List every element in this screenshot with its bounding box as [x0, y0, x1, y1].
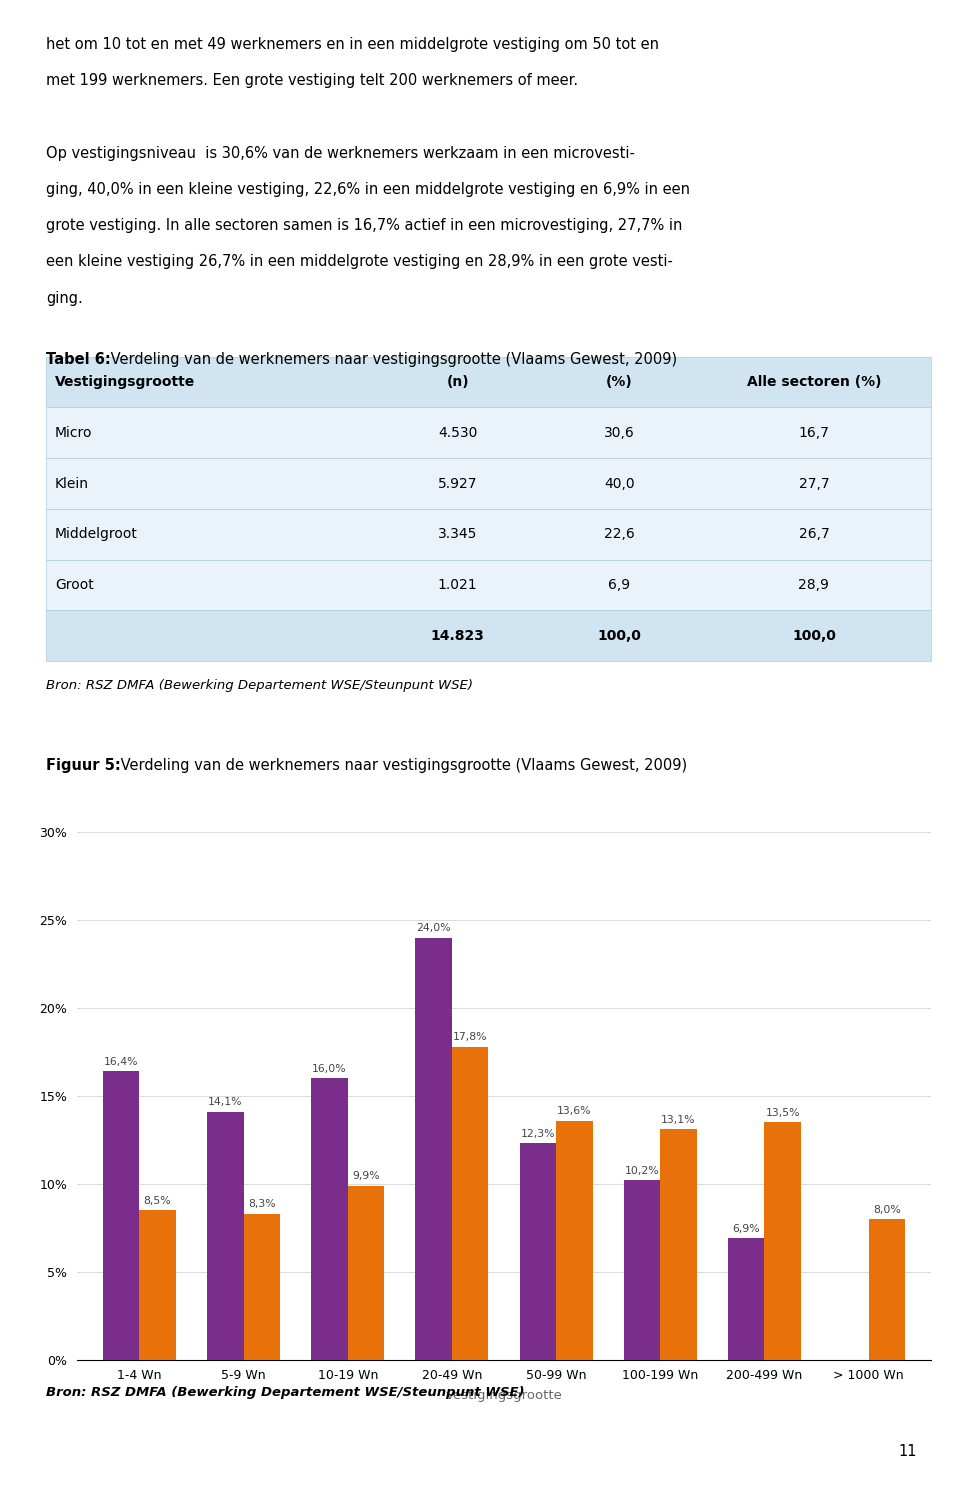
- Text: 16,0%: 16,0%: [312, 1064, 347, 1074]
- Bar: [452, 1046, 489, 1360]
- Bar: [244, 1214, 280, 1360]
- Text: 100,0: 100,0: [792, 629, 836, 643]
- Bar: [764, 1122, 801, 1360]
- X-axis label: vestigingsgrootte: vestigingsgrootte: [445, 1389, 563, 1403]
- Text: 8,0%: 8,0%: [873, 1205, 900, 1214]
- Text: Middelgroot: Middelgroot: [55, 528, 138, 541]
- Text: Tabel 6:: Tabel 6:: [46, 352, 110, 367]
- Bar: [207, 1112, 244, 1360]
- Text: Klein: Klein: [55, 477, 89, 490]
- Text: 6,9%: 6,9%: [732, 1224, 760, 1233]
- Text: 30,6: 30,6: [604, 426, 635, 440]
- Text: 16,7: 16,7: [799, 426, 829, 440]
- Text: 8,5%: 8,5%: [144, 1196, 172, 1205]
- Bar: [348, 1186, 384, 1360]
- Text: ging, 40,0% in een kleine vestiging, 22,6% in een middelgrote vestiging en 6,9% : ging, 40,0% in een kleine vestiging, 22,…: [46, 181, 690, 198]
- Bar: [728, 1238, 764, 1360]
- Bar: [624, 1180, 660, 1360]
- Text: 13,5%: 13,5%: [765, 1109, 800, 1117]
- Text: 11: 11: [899, 1444, 917, 1459]
- Text: Figuur 5:: Figuur 5:: [46, 758, 121, 773]
- Text: 27,7: 27,7: [799, 477, 829, 490]
- Text: 5.927: 5.927: [438, 477, 477, 490]
- Text: 22,6: 22,6: [604, 528, 635, 541]
- Text: (n): (n): [446, 374, 469, 389]
- Text: 28,9: 28,9: [799, 578, 829, 591]
- Bar: [556, 1120, 592, 1360]
- Text: 3.345: 3.345: [438, 528, 477, 541]
- Text: 100,0: 100,0: [597, 629, 641, 643]
- Bar: [46, 508, 931, 560]
- Text: 13,1%: 13,1%: [661, 1114, 696, 1125]
- Text: Op vestigingsniveau  is 30,6% van de werknemers werkzaam in een microvesti-: Op vestigingsniveau is 30,6% van de werk…: [46, 146, 635, 160]
- Text: 24,0%: 24,0%: [417, 923, 451, 933]
- Bar: [519, 1143, 556, 1360]
- Text: 14,1%: 14,1%: [208, 1097, 243, 1107]
- Text: 40,0: 40,0: [604, 477, 635, 490]
- Bar: [46, 357, 931, 407]
- Bar: [139, 1210, 176, 1360]
- Bar: [869, 1219, 905, 1360]
- Text: 1.021: 1.021: [438, 578, 477, 591]
- Bar: [416, 938, 452, 1360]
- Bar: [660, 1129, 697, 1360]
- Text: met 199 werknemers. Een grote vestiging telt 200 werknemers of meer.: met 199 werknemers. Een grote vestiging …: [46, 73, 578, 88]
- Text: 10,2%: 10,2%: [625, 1167, 660, 1175]
- Text: Bron: RSZ DMFA (Bewerking Departement WSE/Steunpunt WSE): Bron: RSZ DMFA (Bewerking Departement WS…: [46, 1386, 524, 1400]
- Text: Micro: Micro: [55, 426, 92, 440]
- Text: 4.530: 4.530: [438, 426, 477, 440]
- Bar: [311, 1079, 348, 1360]
- Text: Verdeling van de werknemers naar vestigingsgrootte (Vlaams Gewest, 2009): Verdeling van de werknemers naar vestigi…: [106, 352, 677, 367]
- Text: 9,9%: 9,9%: [352, 1171, 380, 1181]
- Text: Vestigingsgrootte: Vestigingsgrootte: [55, 374, 195, 389]
- Text: 26,7: 26,7: [799, 528, 829, 541]
- Text: Groot: Groot: [55, 578, 94, 591]
- Text: 12,3%: 12,3%: [520, 1129, 555, 1138]
- Text: (%): (%): [606, 374, 633, 389]
- Bar: [46, 611, 931, 661]
- Text: het om 10 tot en met 49 werknemers en in een middelgrote vestiging om 50 tot en: het om 10 tot en met 49 werknemers en in…: [46, 37, 660, 52]
- Bar: [46, 560, 931, 611]
- Bar: [46, 458, 931, 508]
- Text: ging.: ging.: [46, 291, 83, 306]
- Bar: [103, 1071, 139, 1360]
- Text: grote vestiging. In alle sectoren samen is 16,7% actief in een microvestiging, 2: grote vestiging. In alle sectoren samen …: [46, 218, 683, 233]
- Text: Alle sectoren (%): Alle sectoren (%): [747, 374, 881, 389]
- Bar: [46, 407, 931, 458]
- Text: 16,4%: 16,4%: [104, 1057, 138, 1067]
- Text: 17,8%: 17,8%: [453, 1033, 488, 1042]
- Text: 13,6%: 13,6%: [557, 1106, 591, 1116]
- Text: 14.823: 14.823: [431, 629, 485, 643]
- Text: Verdeling van de werknemers naar vestigingsgrootte (Vlaams Gewest, 2009): Verdeling van de werknemers naar vestigi…: [116, 758, 687, 773]
- Text: 8,3%: 8,3%: [248, 1199, 276, 1210]
- Text: een kleine vestiging 26,7% in een middelgrote vestiging en 28,9% in een grote ve: een kleine vestiging 26,7% in een middel…: [46, 254, 673, 269]
- Text: 6,9: 6,9: [608, 578, 631, 591]
- Text: Bron: RSZ DMFA (Bewerking Departement WSE/Steunpunt WSE): Bron: RSZ DMFA (Bewerking Departement WS…: [46, 679, 473, 692]
